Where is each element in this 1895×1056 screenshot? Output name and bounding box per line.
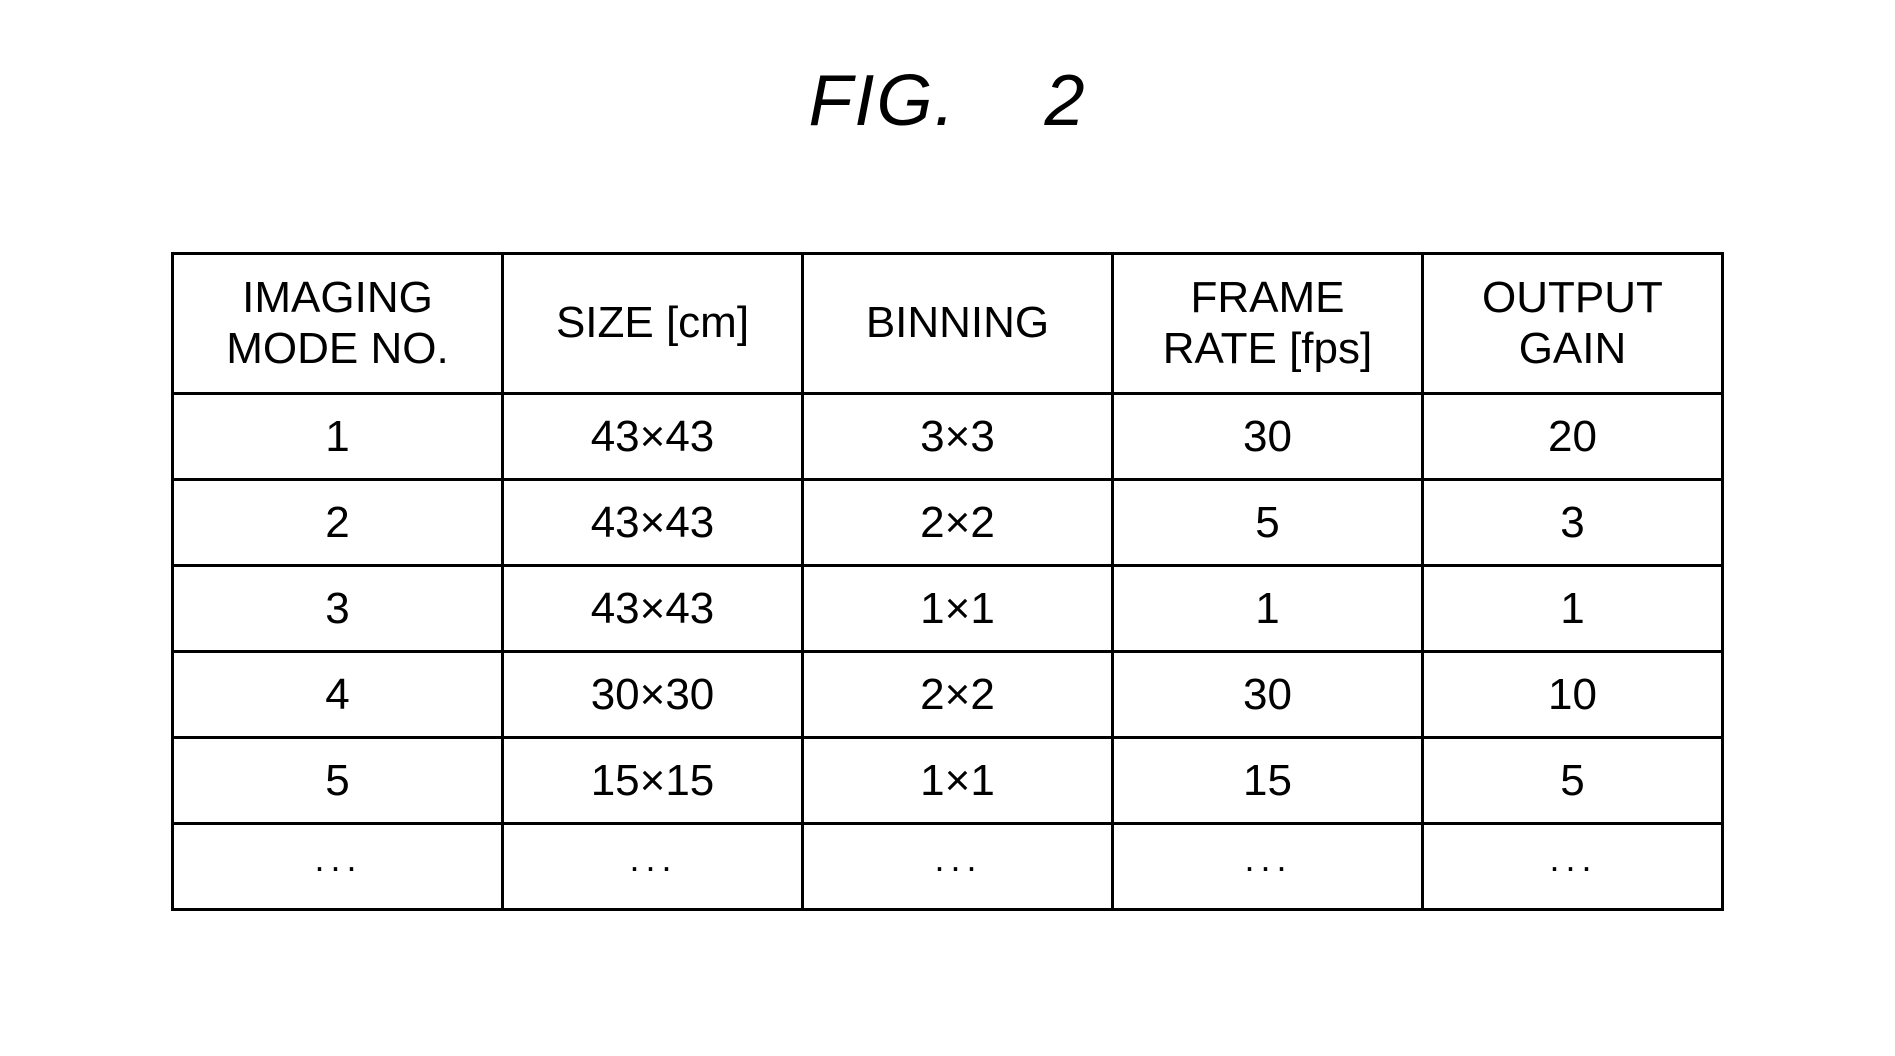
- cell-binning: 2×2: [803, 652, 1113, 738]
- cell-mode: 4: [173, 652, 503, 738]
- imaging-mode-table: IMAGING MODE NO. SIZE [cm] BINNING FRAME…: [171, 252, 1724, 911]
- col-header-text: MODE NO.: [226, 324, 448, 373]
- col-header-size: SIZE [cm]: [503, 254, 803, 394]
- col-header-text: BINNING: [866, 298, 1049, 347]
- table-row: 2 43×43 2×2 5 3: [173, 480, 1723, 566]
- figure-caption-number: 2: [1045, 61, 1087, 141]
- table-row: 3 43×43 1×1 1 1: [173, 566, 1723, 652]
- cell-size: 43×43: [503, 566, 803, 652]
- cell-size: ···: [503, 824, 803, 910]
- table-row: 1 43×43 3×3 30 20: [173, 394, 1723, 480]
- cell-frame-rate: 30: [1113, 652, 1423, 738]
- cell-binning: 3×3: [803, 394, 1113, 480]
- table-header-row: IMAGING MODE NO. SIZE [cm] BINNING FRAME…: [173, 254, 1723, 394]
- cell-binning: ···: [803, 824, 1113, 910]
- col-header-frame-rate: FRAME RATE [fps]: [1113, 254, 1423, 394]
- col-header-text: FRAME: [1191, 273, 1345, 322]
- cell-gain: 10: [1423, 652, 1723, 738]
- cell-gain: 1: [1423, 566, 1723, 652]
- cell-frame-rate: 30: [1113, 394, 1423, 480]
- col-header-text: SIZE [cm]: [556, 298, 749, 347]
- table-row: 5 15×15 1×1 15 5: [173, 738, 1723, 824]
- cell-size: 15×15: [503, 738, 803, 824]
- figure-caption-prefix: FIG.: [808, 61, 956, 141]
- cell-gain: 3: [1423, 480, 1723, 566]
- cell-mode: 3: [173, 566, 503, 652]
- cell-size: 30×30: [503, 652, 803, 738]
- cell-gain: 20: [1423, 394, 1723, 480]
- table-body: 1 43×43 3×3 30 20 2 43×43 2×2 5 3 3 43×4…: [173, 394, 1723, 910]
- cell-size: 43×43: [503, 394, 803, 480]
- col-header-text: OUTPUT: [1482, 273, 1663, 322]
- table-row: ··· ··· ··· ··· ···: [173, 824, 1723, 910]
- cell-mode: ···: [173, 824, 503, 910]
- cell-gain: ···: [1423, 824, 1723, 910]
- col-header-binning: BINNING: [803, 254, 1113, 394]
- cell-gain: 5: [1423, 738, 1723, 824]
- cell-frame-rate: ···: [1113, 824, 1423, 910]
- col-header-text: IMAGING: [242, 273, 433, 322]
- col-header-output-gain: OUTPUT GAIN: [1423, 254, 1723, 394]
- cell-frame-rate: 5: [1113, 480, 1423, 566]
- table-container: IMAGING MODE NO. SIZE [cm] BINNING FRAME…: [0, 252, 1895, 911]
- figure-caption: FIG. 2: [0, 60, 1895, 142]
- col-header-text: RATE [fps]: [1163, 324, 1372, 373]
- col-header-imaging-mode: IMAGING MODE NO.: [173, 254, 503, 394]
- cell-mode: 1: [173, 394, 503, 480]
- cell-mode: 2: [173, 480, 503, 566]
- cell-size: 43×43: [503, 480, 803, 566]
- cell-binning: 2×2: [803, 480, 1113, 566]
- col-header-text: GAIN: [1519, 324, 1627, 373]
- table-row: 4 30×30 2×2 30 10: [173, 652, 1723, 738]
- cell-frame-rate: 15: [1113, 738, 1423, 824]
- figure-page: FIG. 2 IMAGING MODE NO. SIZE [cm] B: [0, 0, 1895, 1056]
- cell-frame-rate: 1: [1113, 566, 1423, 652]
- cell-binning: 1×1: [803, 738, 1113, 824]
- cell-binning: 1×1: [803, 566, 1113, 652]
- cell-mode: 5: [173, 738, 503, 824]
